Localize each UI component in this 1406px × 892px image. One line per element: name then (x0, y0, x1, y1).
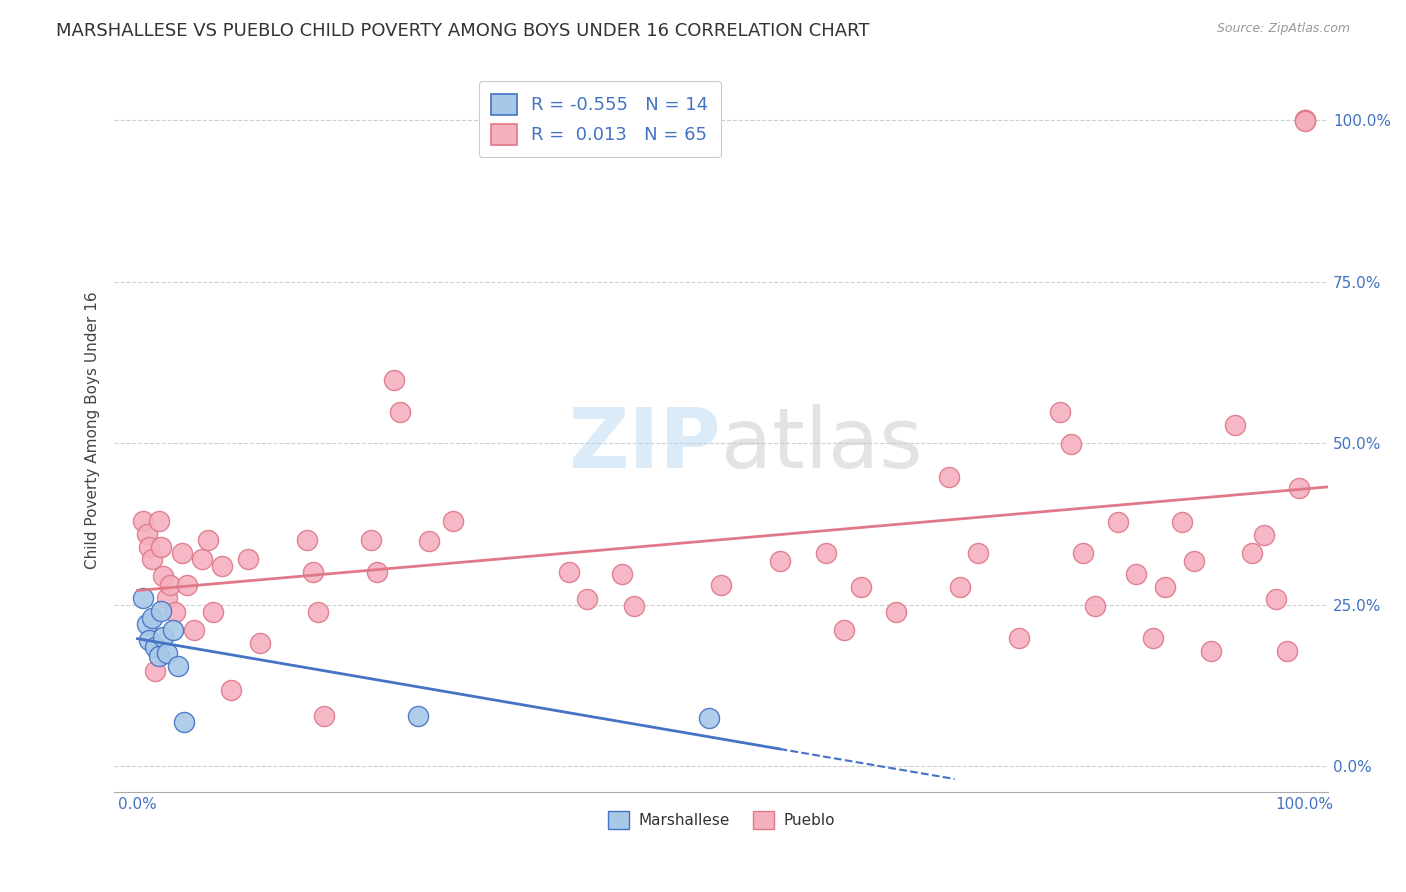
Point (441, 514, 464, 528)
Point (710, 578, 733, 592)
Point (1049, 405, 1071, 419)
Point (135, 617, 157, 632)
Point (141, 610, 163, 624)
Point (366, 566, 388, 580)
Point (211, 558, 233, 573)
Point (575, 592, 598, 607)
Point (1008, 632, 1031, 646)
Point (138, 633, 160, 648)
Point (967, 546, 990, 560)
Point (149, 540, 172, 554)
Point (314, 708, 336, 723)
Point (1201, 644, 1223, 658)
Point (152, 630, 174, 644)
Point (768, 554, 790, 568)
Point (183, 624, 205, 638)
Point (406, 708, 429, 723)
Point (1142, 632, 1164, 646)
Y-axis label: Child Poverty Among Boys Under 16: Child Poverty Among Boys Under 16 (86, 292, 100, 569)
Point (389, 405, 412, 419)
Point (173, 715, 195, 730)
Text: ZIP: ZIP (568, 404, 721, 485)
Point (135, 526, 157, 541)
Point (149, 604, 172, 618)
Point (1125, 566, 1147, 581)
Point (832, 624, 855, 638)
Point (1264, 592, 1286, 607)
Text: Source: ZipAtlas.com: Source: ZipAtlas.com (1216, 22, 1350, 36)
Point (148, 514, 170, 528)
Point (308, 606, 330, 620)
Point (163, 606, 186, 620)
Point (141, 552, 163, 566)
Point (884, 606, 907, 620)
Point (148, 649, 170, 664)
Point (249, 636, 271, 650)
Point (1277, 644, 1299, 658)
Point (418, 534, 440, 549)
Point (851, 580, 873, 594)
Point (219, 682, 242, 697)
Point (1294, 113, 1316, 128)
Point (949, 580, 972, 594)
Point (176, 578, 198, 592)
Point (1241, 546, 1264, 560)
Point (190, 552, 212, 566)
Point (238, 552, 260, 566)
Point (202, 606, 225, 620)
Point (1223, 418, 1246, 433)
Point (1060, 437, 1083, 451)
Point (197, 533, 219, 547)
Point (143, 640, 166, 654)
Point (1253, 528, 1275, 542)
Point (170, 546, 193, 560)
Point (132, 514, 155, 528)
Point (1171, 515, 1194, 529)
Point (132, 591, 155, 606)
Point (610, 566, 633, 581)
Text: atlas: atlas (721, 404, 922, 485)
Point (815, 546, 838, 560)
Point (699, 711, 721, 725)
Point (159, 578, 181, 592)
Point (1153, 580, 1175, 594)
Point (138, 540, 160, 554)
Point (1288, 482, 1310, 496)
Point (156, 646, 179, 660)
Point (1107, 515, 1129, 529)
Point (558, 566, 581, 580)
Point (156, 591, 179, 606)
Point (167, 659, 190, 673)
Point (152, 568, 174, 582)
Point (1294, 114, 1316, 128)
Point (382, 373, 405, 387)
Point (162, 624, 184, 638)
Point (301, 566, 323, 580)
Point (623, 599, 645, 613)
Point (938, 469, 960, 483)
Point (1182, 554, 1205, 568)
Text: MARSHALLESE VS PUEBLO CHILD POVERTY AMONG BOYS UNDER 16 CORRELATION CHART: MARSHALLESE VS PUEBLO CHILD POVERTY AMON… (56, 22, 870, 40)
Legend: Marshallese, Pueblo: Marshallese, Pueblo (602, 805, 841, 835)
Point (1084, 599, 1107, 613)
Point (143, 664, 166, 678)
Point (1071, 546, 1094, 560)
Point (295, 533, 318, 547)
Point (360, 533, 382, 547)
Point (1294, 113, 1316, 128)
